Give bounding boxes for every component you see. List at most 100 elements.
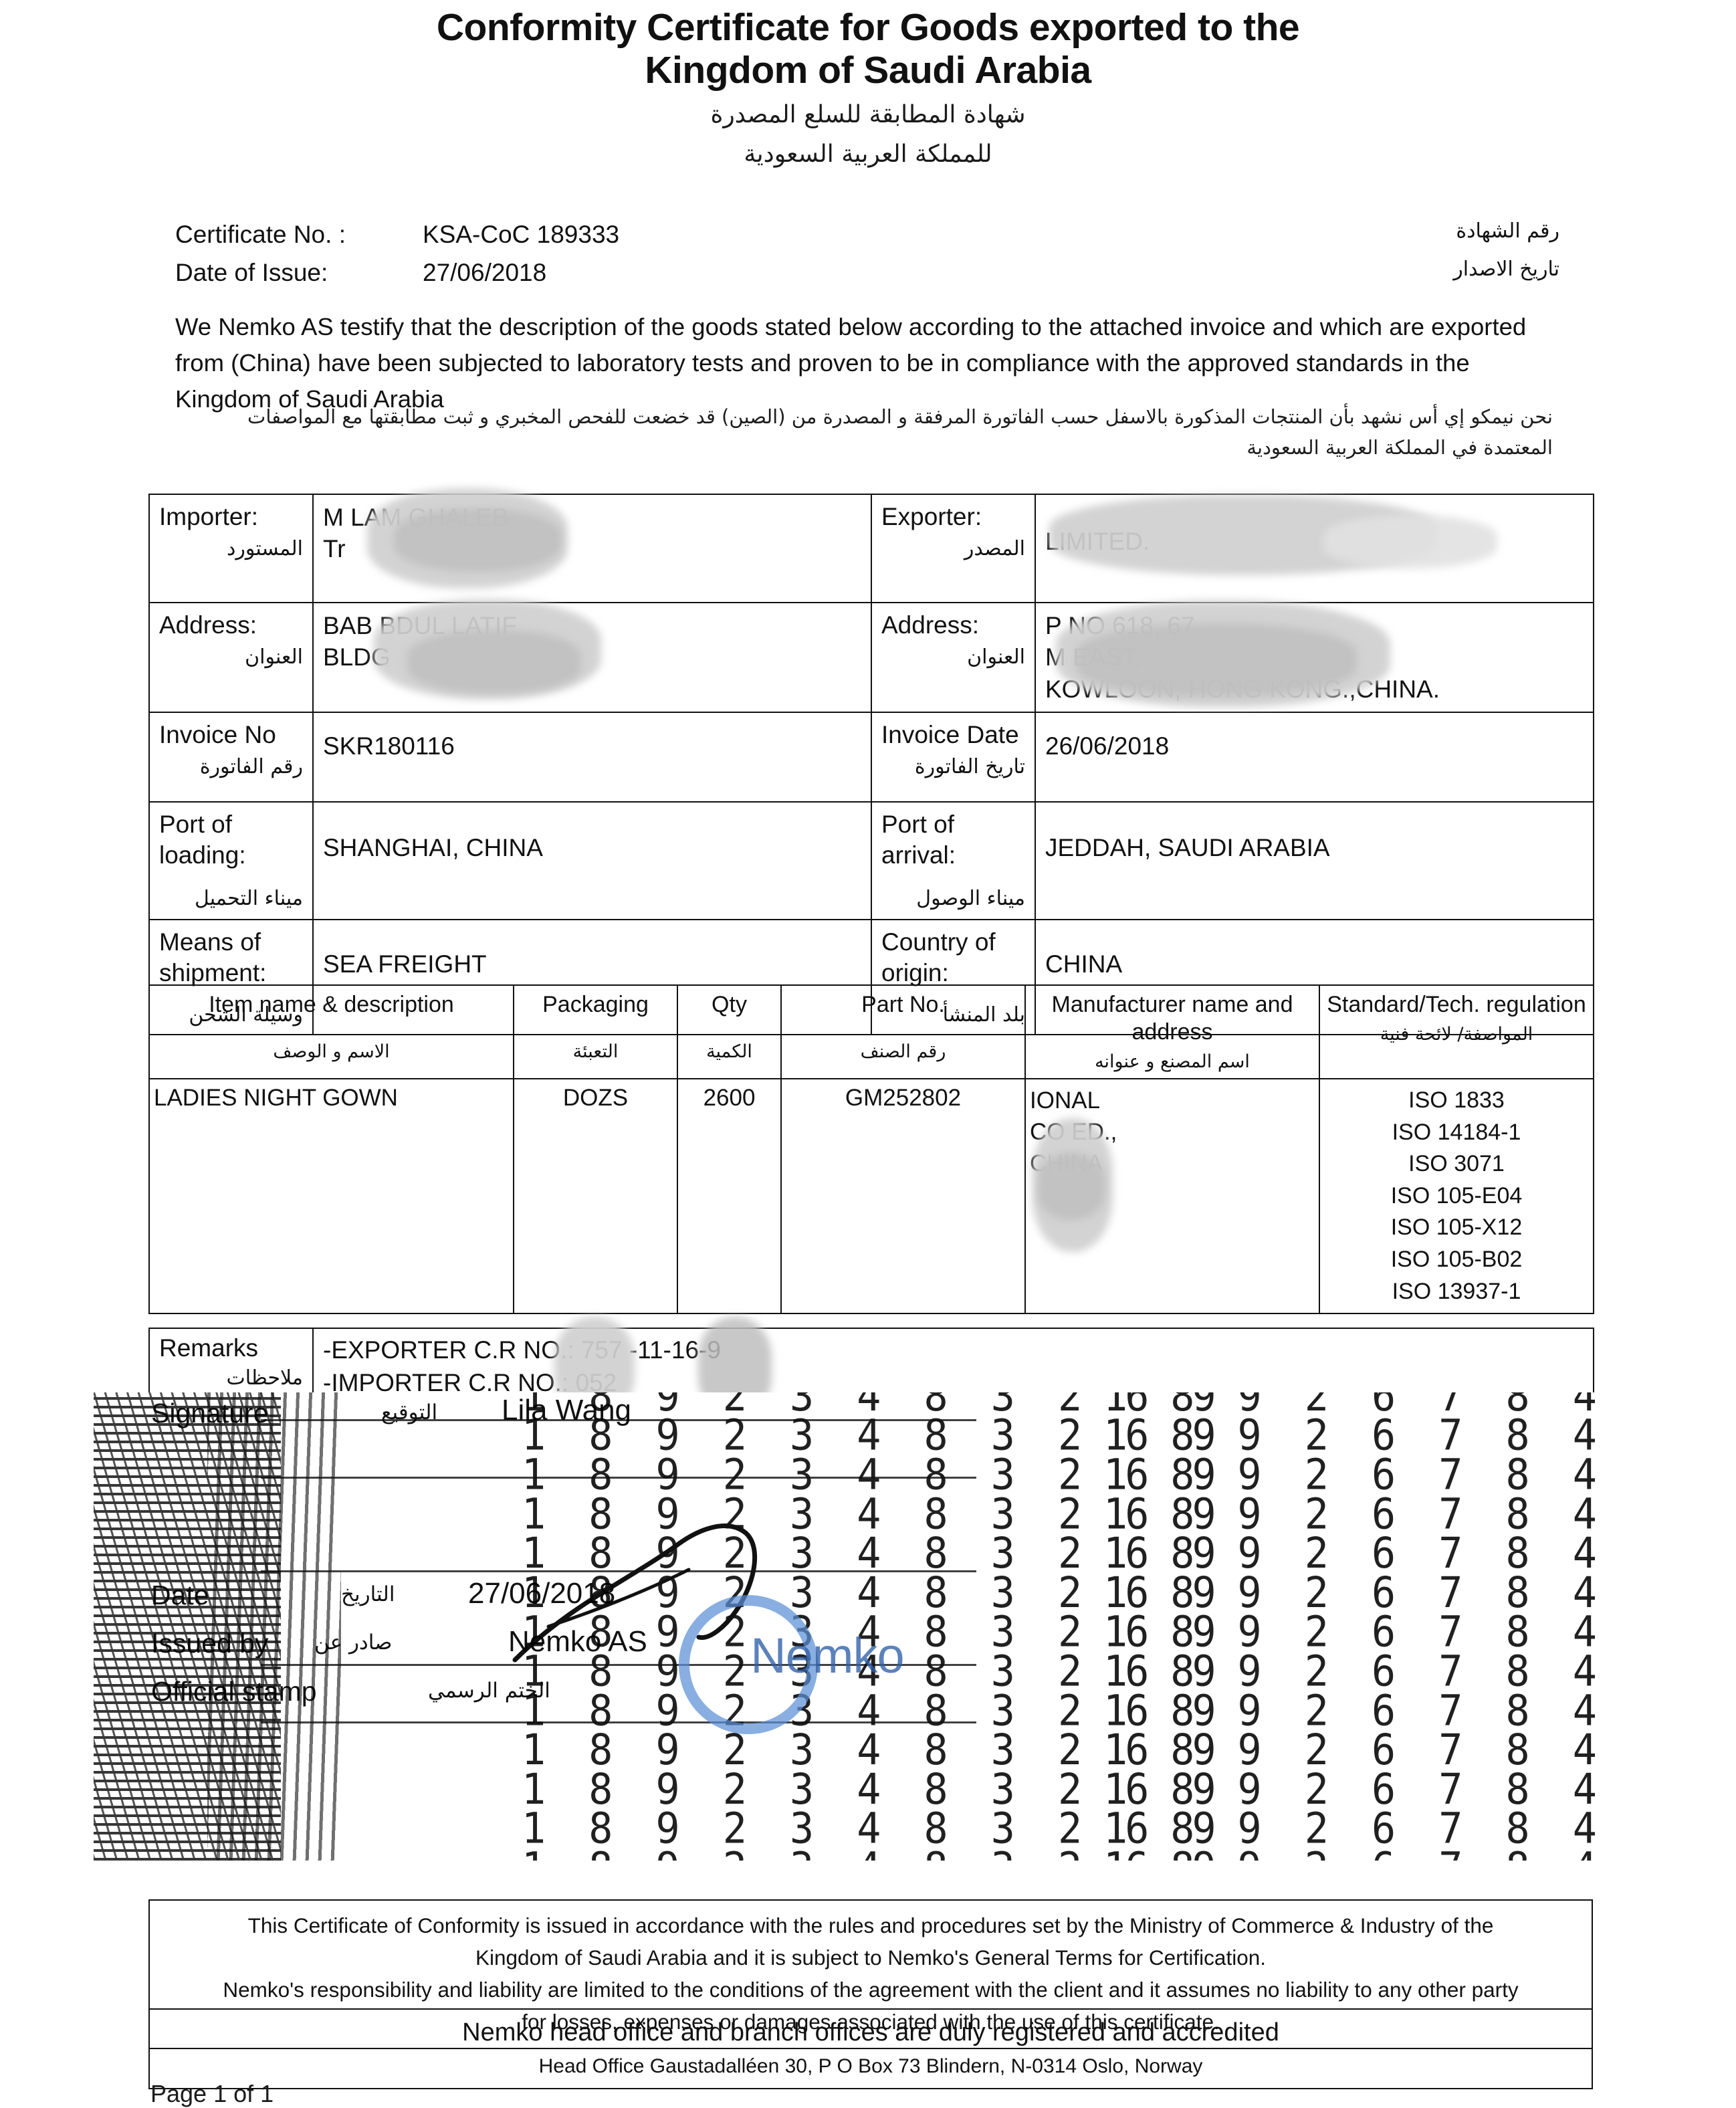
goods-header-row: Item name & description الاسم و الوصف Pa… [148, 984, 1594, 1079]
table-row: Port of loading: ميناء التحميل SHANGHAI,… [148, 801, 1594, 921]
nemko-logo-stamp: Nemko [679, 1595, 919, 1734]
column-header-packaging: Packaging التعبئة [513, 984, 678, 1079]
cell-standards: ISO 1833 ISO 14184-1 ISO 3071 ISO 105-E0… [1319, 1077, 1594, 1315]
signature-date-value: 27/06/2018 [468, 1577, 616, 1610]
importer-value-cell: M LAM GHALEB Tr [312, 488, 872, 603]
signature-watermark-band: 1 8 9 2 3 4 8 3 2 6 9 1 8 9 2 3 4 8 3 2 … [94, 1392, 1638, 1861]
issued-by-label: Issued by [151, 1628, 269, 1659]
cell-qty: 2600 [677, 1077, 782, 1315]
port-arrival-label-arabic: ميناء الوصول [916, 886, 1025, 910]
manufacturer-line2: CO ED., [1030, 1119, 1117, 1146]
invoice-no-label-arabic: رقم الفاتورة [199, 755, 303, 779]
header-label-arabic: المواصفة/ لائحة فنية [1380, 1023, 1533, 1045]
header-label: Part No. [861, 992, 945, 1017]
country-of-origin-label: Country of origin: [881, 928, 996, 987]
header-label: Packaging [542, 992, 649, 1017]
parties-table: Importer: المستورد M LAM GHALEB Tr Expor… [148, 488, 1594, 1036]
remarks-label: Remarks [159, 1334, 259, 1362]
signature-overlay: Signature التوقيع Lila Wang Date التاريخ… [94, 1392, 1638, 1861]
disclaimer-line1: This Certificate of Conformity is issued… [247, 1913, 1494, 1937]
port-arrival-value: JEDDAH, SAUDI ARABIA [1035, 801, 1594, 921]
testimony-statement-arabic: نحن نيمكو إي أس نشهد بأن المنتجات المذكو… [247, 405, 1553, 459]
standard-item: ISO 1833 [1408, 1087, 1505, 1113]
watermark-number-column-left: 1 8 9 2 3 4 8 3 2 6 9 1 8 9 2 3 4 8 3 2 … [522, 1392, 1226, 1861]
document-title: Conformity Certificate for Goods exporte… [0, 6, 1736, 171]
certificate-meta: Certificate No. : KSA-CoC 189333 رقم الش… [175, 217, 1559, 293]
title-line-1: Conformity Certificate for Goods exporte… [436, 6, 1300, 49]
importer-label-arabic: المستورد [227, 537, 303, 561]
issued-by-label-arabic: صادر عن [314, 1630, 393, 1655]
cell-manufacturer: IONAL CO ED., CHINA [1024, 1077, 1320, 1315]
invoice-no-label-cell: Invoice No رقم الفاتورة [148, 712, 314, 803]
remarks-line1: -EXPORTER C.R NO.: 757 -11-16-9 [323, 1336, 721, 1364]
exporter-label-arabic: المصدر [964, 537, 1025, 561]
invoice-no-label: Invoice No [159, 721, 276, 749]
exporter-value-cell: LIMITED. [1035, 494, 1594, 603]
column-header-manufacturer: Manufacturer name and address اسم المصنع… [1024, 984, 1320, 1079]
security-hatch-pattern [207, 1392, 341, 1861]
table-row: Address: العنوان BAB BDUL LATIF BLDG Add… [148, 599, 1594, 714]
header-label: Qty [712, 992, 747, 1017]
importer-label-cell: Importer: المستورد [148, 494, 314, 603]
importer-name-line1: M LAM GHALEB [323, 504, 509, 531]
certificate-number-row: Certificate No. : KSA-CoC 189333 رقم الش… [175, 217, 1559, 253]
invoice-no-value: SKR180116 [312, 712, 872, 803]
exporter-address-value-cell: P NO 618, 67 M EAST, KOWLOON, HONG KONG.… [1035, 601, 1594, 714]
table-row: LADIES NIGHT GOWN DOZS 2600 GM252802 ION… [148, 1077, 1594, 1315]
exporter-address-line3: KOWLOON, HONG KONG.,CHINA. [1045, 675, 1440, 703]
importer-label: Importer: [159, 503, 259, 530]
importer-name-line2: Tr [323, 535, 346, 563]
exporter-address-label-cell: Address: العنوان [871, 601, 1036, 714]
standard-item: ISO 105-X12 [1390, 1215, 1523, 1241]
certificate-number-value: KSA-CoC 189333 [423, 221, 620, 248]
header-label-arabic: الاسم و الوصف [273, 1041, 390, 1062]
column-header-part-no: Part No. رقم الصنف [780, 984, 1026, 1079]
exporter-name-line2: LIMITED. [1045, 528, 1150, 555]
standard-item: ISO 105-E04 [1390, 1182, 1523, 1208]
goods-table: Item name & description الاسم و الوصف Pa… [148, 984, 1594, 1315]
watermark-number-column-right: 1 8 9 2 6 7 8 4 8 7 3 1 8 9 2 6 7 8 4 8 … [1103, 1392, 1606, 1861]
official-stamp-label: Official stamp [151, 1676, 317, 1707]
disclaimer-line2: Kingdom of Saudi Arabia and it is subjec… [475, 1945, 1266, 1970]
port-loading-label-arabic: ميناء التحميل [195, 886, 303, 910]
office-table: Nemko head office and branch offices are… [148, 2008, 1593, 2089]
port-arrival-label: Port of arrival: [881, 811, 956, 869]
signature-label: Signature [151, 1398, 269, 1429]
invoice-date-value: 26/06/2018 [1035, 712, 1594, 803]
issue-date-value: 27/06/2018 [423, 258, 547, 286]
importer-address-label-cell: Address: العنوان [148, 601, 314, 714]
port-loading-value: SHANGHAI, CHINA [312, 801, 872, 921]
exporter-label: Exporter: [881, 503, 982, 530]
column-header-qty: Qty الكمية [677, 984, 782, 1079]
header-label: Standard/Tech. regulation [1327, 992, 1586, 1017]
disclaimer-line3: Nemko's responsibility and liability are… [223, 1977, 1519, 2002]
signature-label-arabic: التوقيع [381, 1400, 438, 1425]
header-label-arabic: رقم الصنف [860, 1041, 946, 1062]
title-arabic-2: للمملكة العربية السعودية [744, 140, 992, 168]
title-arabic-1: شهادة المطابقة للسلع المصدرة [710, 100, 1026, 128]
table-row: Nemko head office and branch offices are… [148, 2008, 1593, 2089]
exporter-label-cell: Exporter: المصدر [871, 494, 1036, 603]
issue-date-label: Date of Issue: [175, 258, 328, 286]
cell-item-name: LADIES NIGHT GOWN [148, 1077, 514, 1315]
header-label-arabic: الكمية [706, 1041, 752, 1062]
exporter-address-label-arabic: العنوان [967, 645, 1025, 669]
means-of-shipment-label: Means of shipment: [159, 928, 267, 987]
column-header-item: Item name & description الاسم و الوصف [148, 984, 514, 1079]
manufacturer-line1: IONAL [1030, 1087, 1101, 1114]
signer-name: Lila Wang [502, 1394, 632, 1427]
importer-address-line1: BAB BDUL LATIF [323, 612, 517, 639]
importer-address-label-arabic: العنوان [245, 645, 303, 669]
exporter-address-line2: M EAST, [1045, 643, 1142, 671]
table-row: Invoice No رقم الفاتورة SKR180116 Invoic… [148, 712, 1594, 803]
port-loading-label-cell: Port of loading: ميناء التحميل [148, 801, 314, 921]
certificate-number-label: Certificate No. : [175, 221, 346, 248]
office-line2: Head Office Gaustadalléen 30, P O Box 73… [538, 2055, 1203, 2078]
official-stamp-label-arabic: الختم الرسمي [428, 1679, 550, 1703]
invoice-date-label: Invoice Date [881, 721, 1019, 749]
cell-part-no: GM252802 [780, 1077, 1026, 1315]
invoice-date-label-arabic: تاريخ الفاتورة [914, 755, 1025, 779]
nemko-logo-text: Nemko [750, 1627, 904, 1683]
standard-item: ISO 3071 [1408, 1151, 1505, 1177]
standard-item: ISO 14184-1 [1392, 1119, 1521, 1145]
